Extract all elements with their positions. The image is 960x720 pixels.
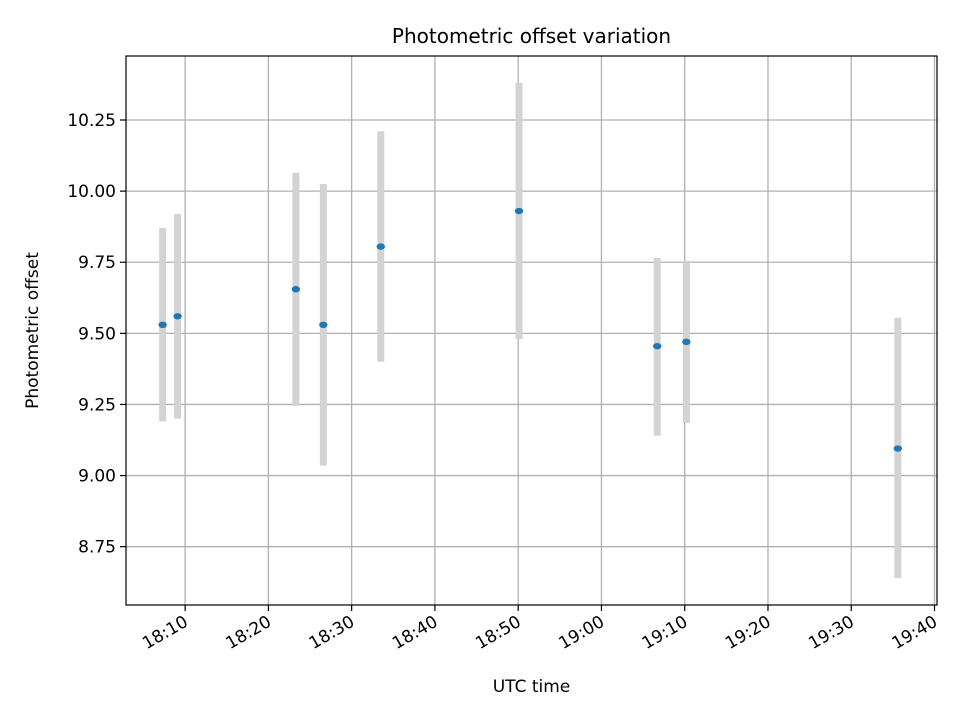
data-point: [319, 321, 328, 329]
y-tick-label: 9.00: [78, 467, 116, 487]
plot-frame: [125, 55, 938, 606]
y-tick-label: 8.75: [78, 538, 116, 558]
y-tick-label: 9.50: [78, 324, 116, 344]
grid: [126, 56, 937, 605]
data-point: [514, 207, 524, 215]
data-point: [893, 445, 903, 452]
y-tick-label: 10.25: [67, 111, 116, 131]
y-tick-label: 9.25: [78, 395, 116, 415]
chart-title: Photometric offset variation: [392, 24, 671, 48]
data-point: [682, 338, 691, 346]
data-point: [173, 313, 182, 320]
data-point: [376, 243, 385, 250]
y-tick-label: 9.75: [78, 253, 116, 273]
data-point: [653, 342, 662, 350]
y-axis-ticks: 8.75 9.00 9.25 9.50 9.75 10.00 10.25: [67, 111, 126, 558]
data-point: [291, 286, 301, 293]
data-point: [158, 321, 167, 329]
y-tick-label: 10.00: [67, 182, 116, 202]
data-points: [158, 207, 903, 452]
x-axis-title: UTC time: [493, 677, 571, 697]
y-axis-title: Photometric offset: [23, 252, 43, 409]
